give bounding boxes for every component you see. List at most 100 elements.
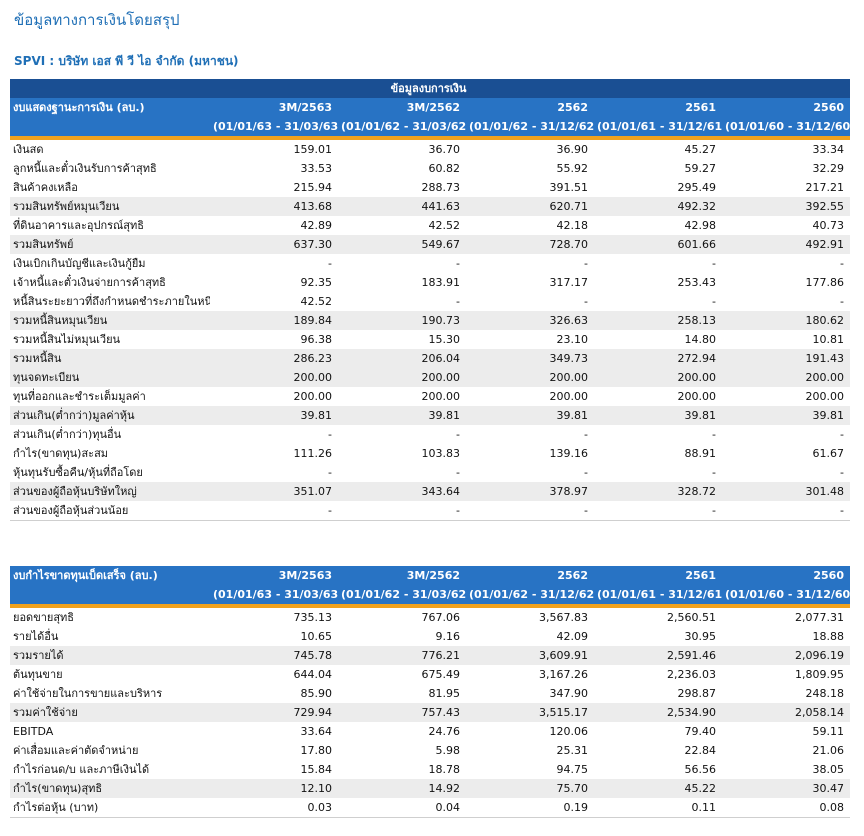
income-row-label: ค่าใช้จ่ายในการขายและบริหาร — [13, 687, 163, 700]
table-row: เงินเบิกเกินบัญชีและเงินกู้ยืม - - - - - — [10, 254, 850, 273]
balance-value-cell: 139.16 — [549, 447, 589, 460]
income-value-cell: 2,534.90 — [594, 703, 722, 722]
balance-value-cell: 620.71 — [466, 197, 594, 216]
table-row: ค่าใช้จ่ายในการขายและบริหาร 85.90 81.95 347… — [10, 684, 850, 703]
balance-value-cell: 190.73 — [338, 311, 466, 330]
balance-value-cell: 601.66 — [594, 235, 722, 254]
balance-row-label: ทุนจดทะเบียน — [10, 368, 210, 387]
balance-period-2: 2562 — [466, 98, 594, 117]
balance-value-cell: 637.30 — [210, 235, 338, 254]
balance-value-cell: - — [712, 428, 716, 441]
income-row-label: กำไรก่อนด/บ และภาษีเงินได้ — [13, 763, 150, 776]
income-statement-table: งบกำไรขาดทุนเบ็ดเสร็จ (ลบ.) 3M/2563 3M/256… — [10, 566, 850, 818]
balance-row-label: รวมสินทรัพย์ — [10, 235, 210, 254]
income-value-cell: 745.78 — [210, 646, 338, 665]
balance-value-cell: 200.00 — [722, 368, 851, 387]
balance-value-cell: 200.00 — [549, 390, 589, 403]
balance-value-cell: 177.86 — [805, 276, 845, 289]
balance-value-cell: 42.18 — [556, 219, 589, 232]
income-value-cell: 14.92 — [338, 779, 466, 798]
income-value-cell: 56.56 — [684, 763, 717, 776]
balance-value-cell: 728.70 — [466, 235, 594, 254]
income-value-cell: 94.75 — [556, 763, 589, 776]
balance-value-cell: 183.91 — [421, 276, 461, 289]
income-value-cell: 729.94 — [210, 703, 338, 722]
table-row: ทุนที่ออกและชำระเต็มมูลค่า 200.00 200.00 20… — [10, 387, 850, 406]
balance-range-row: (01/01/63 - 31/03/63) (01/01/62 - 31/03/6… — [10, 117, 851, 140]
income-value-cell: 757.43 — [338, 703, 466, 722]
income-value-cell: 30.47 — [722, 779, 850, 798]
table-row: ต้นทุนขาย 644.04 675.49 3,167.26 2,236.03 1,8… — [10, 665, 850, 684]
balance-value-cell: 413.68 — [210, 197, 338, 216]
balance-value-cell: 492.32 — [594, 197, 722, 216]
balance-row-label: รวมหนี้สินไม่หมุนเวียน — [13, 333, 121, 346]
balance-range-4: (01/01/60 - 31/12/60) — [722, 117, 851, 140]
balance-value-cell: - — [594, 501, 722, 521]
balance-value-cell: - — [328, 466, 332, 479]
balance-value-cell: 111.26 — [293, 447, 333, 460]
table-row: ส่วนเกิน(ต่ำกว่า)มูลค่าหุ้น 39.81 39.81 39.… — [10, 406, 851, 425]
income-value-cell: 17.80 — [300, 744, 333, 757]
income-value-cell: 15.84 — [300, 763, 333, 776]
table-row: เงินสด 159.01 36.70 36.90 45.27 33.34 — [10, 138, 850, 159]
balance-value-cell: 23.10 — [556, 333, 589, 346]
balance-value-cell: - — [328, 257, 332, 270]
income-value-cell: 0.19 — [466, 798, 594, 818]
income-row-label: รวมรายได้ — [10, 646, 210, 665]
income-value-cell: 21.06 — [812, 744, 845, 757]
balance-value-cell: 42.98 — [684, 219, 717, 232]
income-value-cell: 0.04 — [338, 798, 466, 818]
table-row: หนี้สินระยะยาวที่ถึงกำหนดชำระภายในหนึ่งป… — [10, 292, 850, 311]
balance-value-cell: 288.73 — [421, 181, 461, 194]
balance-value-cell: - — [328, 428, 332, 441]
balance-value-cell: 200.00 — [677, 390, 717, 403]
balance-sheet-table: ข้อมูลงบการเงิน งบแสดงฐานะการเงิน (ลบ.) 3M… — [10, 79, 851, 521]
balance-value-cell: - — [584, 257, 588, 270]
income-value-cell: 18.88 — [812, 630, 845, 643]
balance-period-0: 3M/2563 — [210, 98, 338, 117]
balance-value-cell: 200.00 — [466, 368, 594, 387]
balance-value-cell: 42.52 — [428, 219, 461, 232]
balance-value-cell: - — [712, 257, 716, 270]
table-row: กำไรก่อนด/บ และภาษีเงินได้ 15.84 18.78 94.7… — [10, 760, 850, 779]
balance-value-cell: 200.00 — [210, 368, 338, 387]
balance-value-cell: - — [456, 428, 460, 441]
balance-value-cell: 88.91 — [684, 447, 717, 460]
income-value-cell: 1,809.95 — [795, 668, 844, 681]
balance-value-cell: 391.51 — [549, 181, 589, 194]
income-row-label: EBITDA — [13, 725, 54, 738]
balance-value-cell: 343.64 — [338, 482, 466, 501]
income-value-cell: 644.04 — [293, 668, 333, 681]
balance-value-cell: 15.30 — [428, 333, 461, 346]
balance-value-cell: 392.55 — [722, 197, 851, 216]
balance-value-cell: 189.84 — [210, 311, 338, 330]
balance-value-cell: 39.81 — [210, 406, 338, 425]
company-name: SPVI : บริษัท เอส พี วี ไอ จำกัด (มหาชน) — [14, 54, 239, 68]
balance-row-label: เงินสด — [13, 143, 44, 156]
income-value-cell: 248.18 — [805, 687, 845, 700]
balance-value-cell: 180.62 — [722, 311, 851, 330]
income-range-blank — [10, 585, 210, 608]
table-row: กำไร(ขาดทุน)สุทธิ 12.10 14.92 75.70 45.22 30.… — [10, 779, 850, 798]
balance-value-cell: 40.73 — [812, 219, 845, 232]
balance-value-cell: 295.49 — [677, 181, 717, 194]
income-value-cell: 0.08 — [722, 798, 850, 818]
income-value-cell: 776.21 — [338, 646, 466, 665]
income-header-label: งบกำไรขาดทุนเบ็ดเสร็จ (ลบ.) — [10, 566, 210, 585]
balance-value-cell: - — [840, 295, 845, 308]
income-row-label: กำไร(ขาดทุน)สุทธิ — [10, 779, 210, 798]
balance-value-cell: 200.00 — [338, 368, 466, 387]
balance-value-cell: 215.94 — [293, 181, 333, 194]
income-period-3: 2561 — [594, 566, 722, 585]
balance-banner: ข้อมูลงบการเงิน — [10, 79, 851, 98]
income-period-1: 3M/2562 — [338, 566, 466, 585]
balance-range-blank — [10, 117, 210, 140]
income-row-label: รายได้อื่น — [13, 630, 59, 643]
balance-header-label: งบแสดงฐานะการเงิน (ลบ.) — [10, 98, 210, 117]
balance-value-cell: 10.81 — [812, 333, 845, 346]
table-row: ค่าเสื่อมและค่าตัดจำหน่าย 17.80 5.98 25.31 2… — [10, 741, 850, 760]
income-range-3: (01/01/61 - 31/12/61) — [594, 585, 722, 608]
income-value-cell: 3,567.83 — [539, 611, 588, 624]
balance-value-cell: 441.63 — [338, 197, 466, 216]
income-period-0: 3M/2563 — [210, 566, 338, 585]
